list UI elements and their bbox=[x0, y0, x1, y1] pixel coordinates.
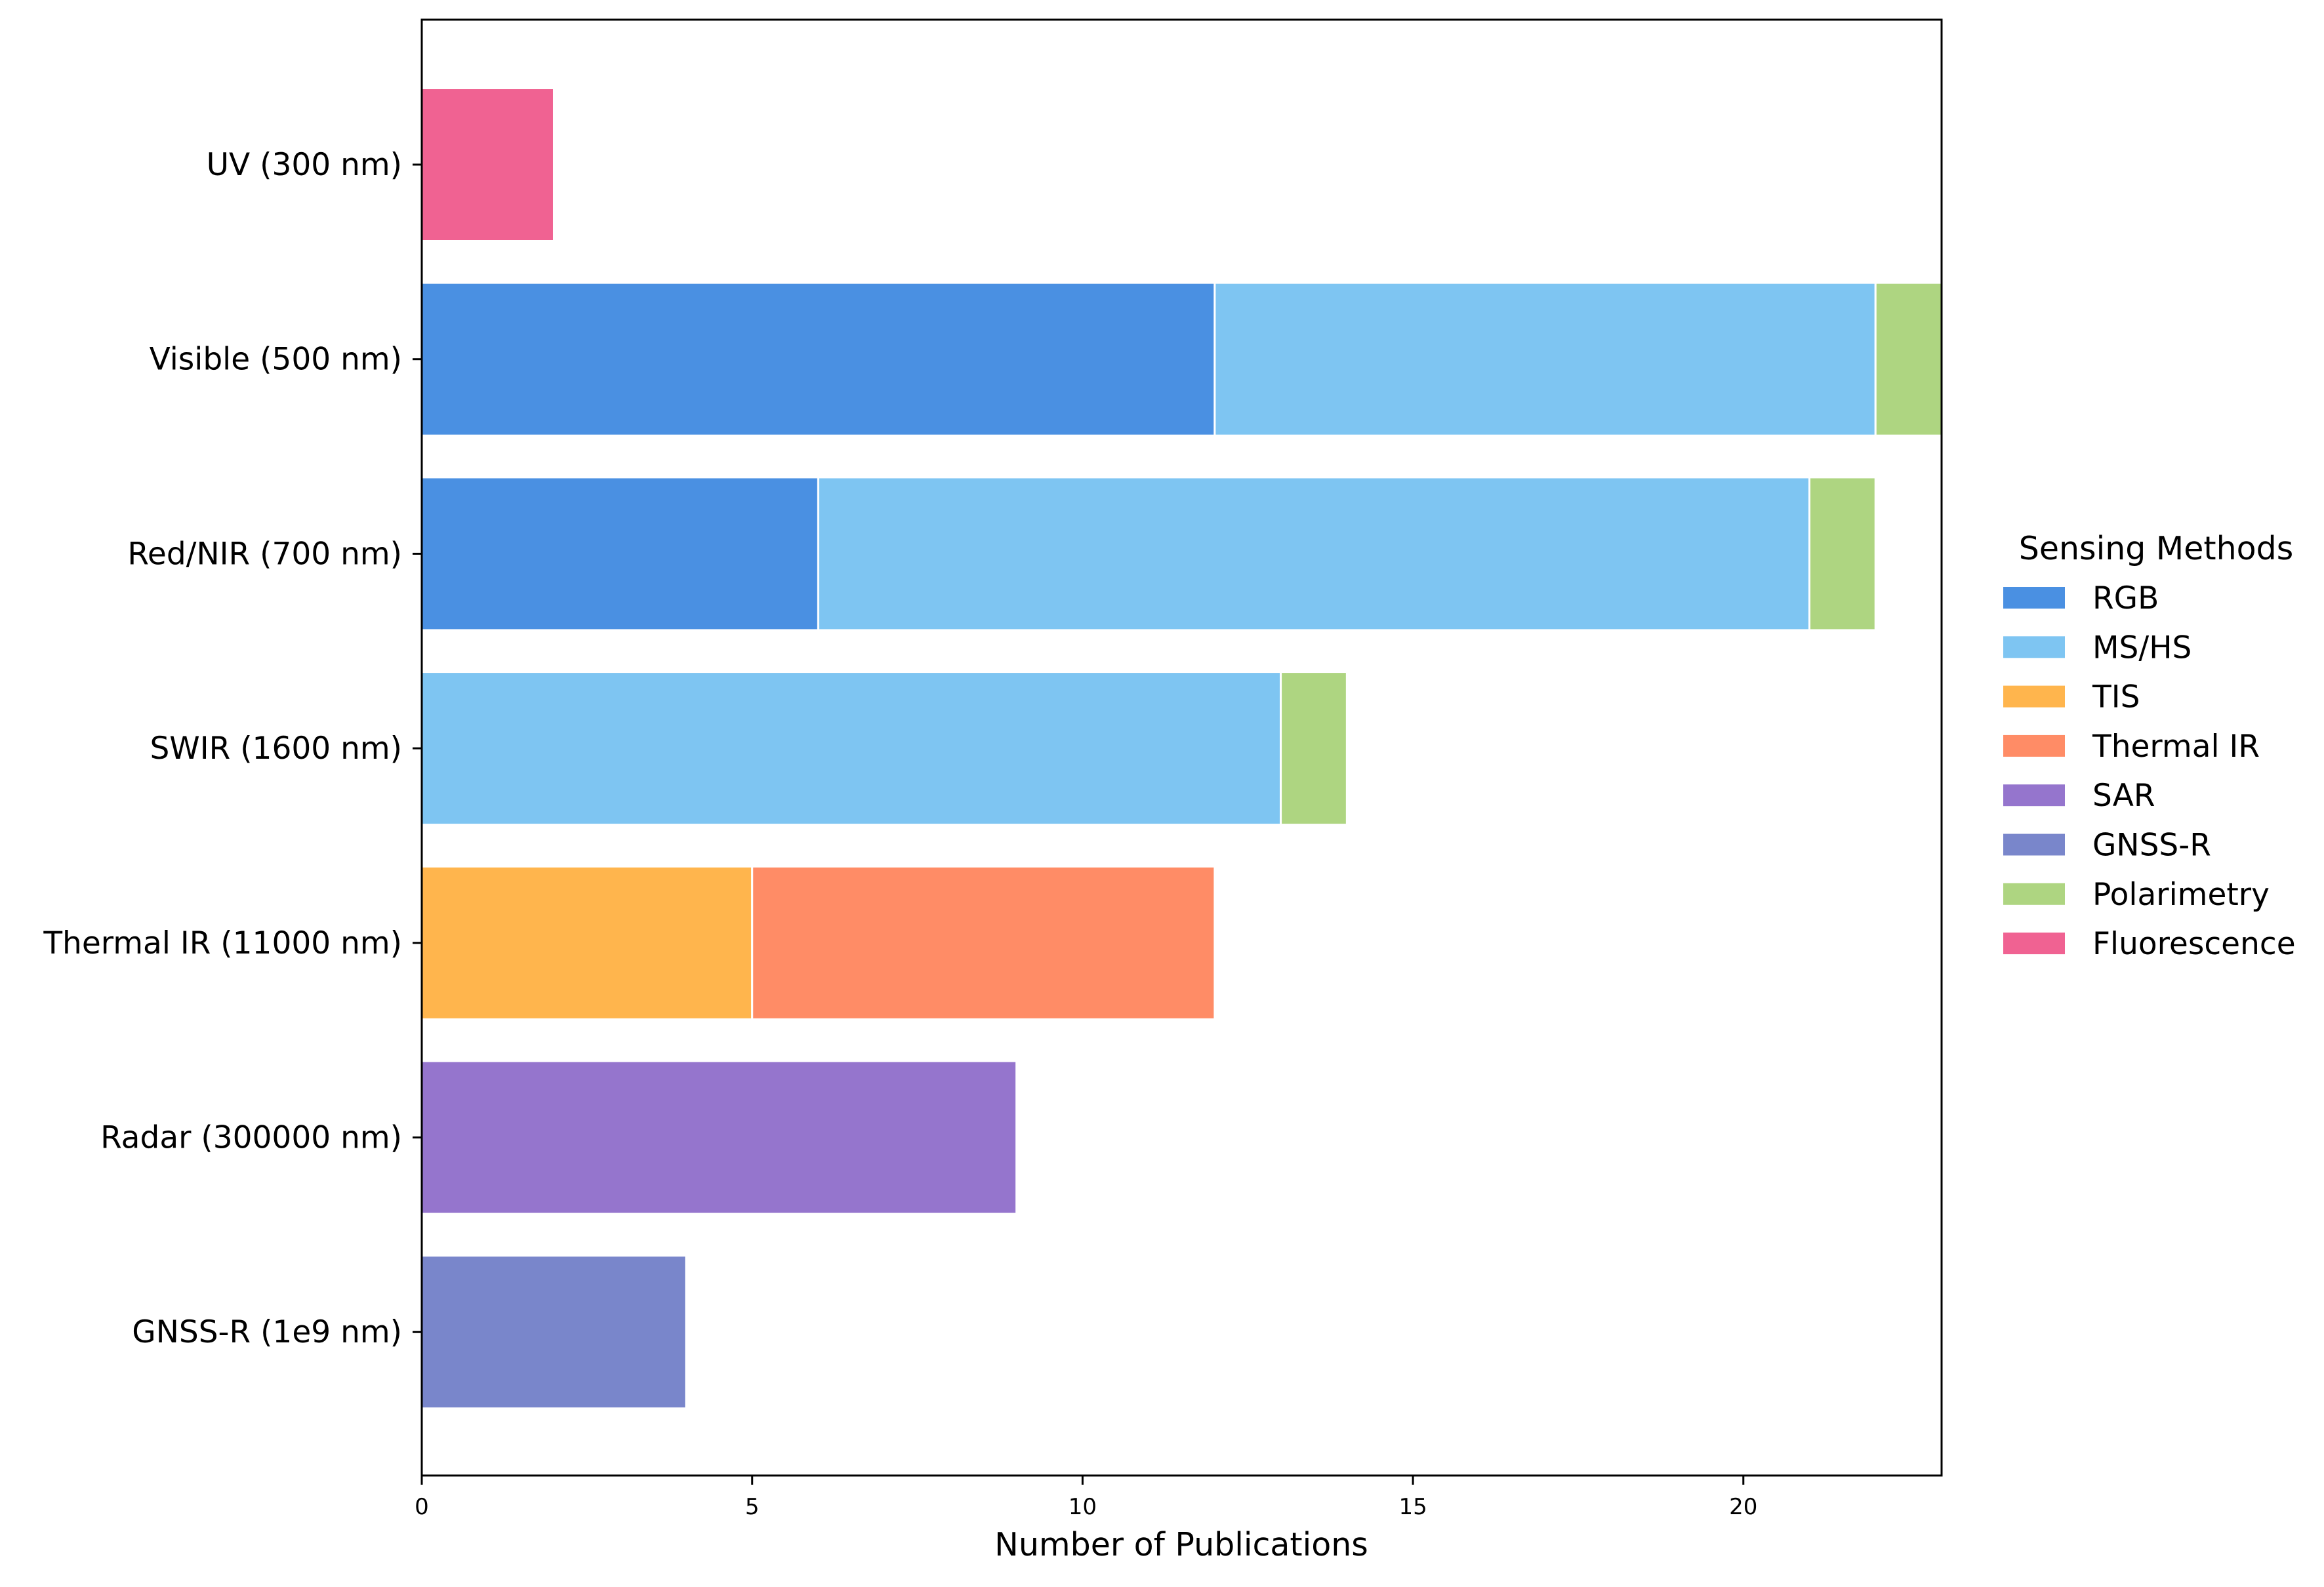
y-tick-label: UV (300 nm) bbox=[207, 147, 402, 183]
legend-title: Sensing Methods bbox=[2019, 530, 2294, 567]
y-tick-label: Radar (300000 nm) bbox=[100, 1120, 402, 1156]
legend-swatch-ms-hs bbox=[2003, 636, 2065, 658]
bar-polarimetry-2 bbox=[1808, 476, 1877, 632]
x-tick-label: 15 bbox=[1398, 1494, 1427, 1520]
bar-rgb-2 bbox=[420, 476, 819, 632]
y-axis: UV (300 nm) Visible (500 nm) Red/NIR (700 … bbox=[43, 147, 422, 1350]
bar-polarimetry-3 bbox=[1280, 671, 1348, 826]
bar-thermal-ir-4 bbox=[751, 865, 1216, 1020]
bar-ms-hs-3 bbox=[420, 671, 1282, 826]
legend-swatch-tis bbox=[2003, 685, 2065, 708]
bars-layer bbox=[420, 87, 1943, 1410]
legend-items: RGB MS/HS TIS Thermal IR SAR GNSS-R Polarimetr… bbox=[2003, 580, 2296, 962]
bar-sar-5 bbox=[420, 1060, 1018, 1215]
y-tick-label: GNSS-R (1e9 nm) bbox=[132, 1314, 402, 1350]
y-tick-label: Thermal IR (11000 nm) bbox=[43, 925, 402, 961]
legend-label-gnss-r: GNSS-R bbox=[2092, 828, 2211, 864]
bar-tis-4 bbox=[420, 865, 754, 1020]
legend-label-rgb: RGB bbox=[2092, 580, 2159, 616]
legend-label-sar: SAR bbox=[2092, 778, 2155, 814]
bar-rgb-1 bbox=[420, 281, 1216, 437]
legend-swatch-rgb bbox=[2003, 587, 2065, 609]
legend-label-thermal-ir: Thermal IR bbox=[2092, 729, 2260, 765]
x-axis-label: Number of Publications bbox=[994, 1526, 1368, 1563]
legend-label-tis: TIS bbox=[2092, 679, 2140, 715]
legend-swatch-fluorescence bbox=[2003, 933, 2065, 955]
y-tick-label: Red/NIR (700 nm) bbox=[127, 536, 402, 572]
bar-fluorescence-0 bbox=[420, 87, 555, 242]
bar-ms-hs-1 bbox=[1213, 281, 1877, 437]
x-tick-label: 5 bbox=[745, 1494, 760, 1520]
y-tick-label: Visible (500 nm) bbox=[150, 342, 402, 378]
legend-label-fluorescence: Fluorescence bbox=[2092, 926, 2296, 962]
legend-label-polarimetry: Polarimetry bbox=[2092, 877, 2270, 913]
x-tick-label: 10 bbox=[1069, 1494, 1097, 1520]
x-axis: 0 5 10 15 20 bbox=[415, 1476, 1757, 1520]
legend-swatch-gnss-r bbox=[2003, 834, 2065, 856]
legend-swatch-polarimetry bbox=[2003, 883, 2065, 905]
bar-polarimetry-1 bbox=[1874, 281, 1943, 437]
bar-gnss-r-6 bbox=[420, 1255, 687, 1410]
bar-ms-hs-2 bbox=[817, 476, 1811, 632]
legend-swatch-thermal-ir bbox=[2003, 734, 2065, 757]
x-tick-label: 20 bbox=[1729, 1494, 1757, 1520]
legend-swatch-sar bbox=[2003, 784, 2065, 807]
x-tick-label: 0 bbox=[415, 1494, 429, 1520]
legend-label-ms-hs: MS/HS bbox=[2092, 630, 2191, 666]
y-tick-label: SWIR (1600 nm) bbox=[150, 731, 402, 767]
legend: Sensing Methods RGB MS/HS TIS Thermal IR SAR… bbox=[2003, 530, 2296, 962]
